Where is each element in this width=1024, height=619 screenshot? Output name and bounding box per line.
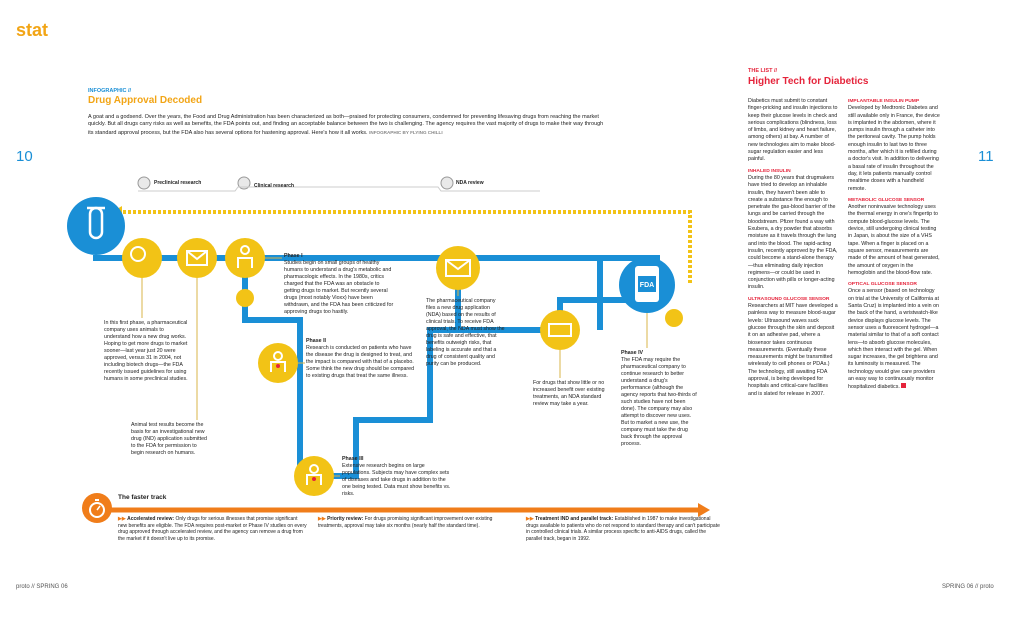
clinical-stage-icon	[237, 176, 251, 190]
list-item-head: METABOLIC GLUCOSE SENSOR	[848, 197, 925, 203]
phase4-title: Phase IV	[621, 350, 644, 356]
list-kicker: THE LIST //	[748, 68, 778, 74]
list-item-head: INHALED INSULIN	[748, 168, 791, 174]
list-item-head: ULTRASOUND GLUCOSE SENSOR	[748, 296, 830, 302]
phase2-note: Phase II Research is conducted on patien…	[306, 338, 418, 380]
list-item: INHALED INSULIN During the 80 years that …	[748, 168, 838, 292]
fda-label: FDA	[640, 282, 654, 289]
list-item-head: OPTICAL GLUCOSE SENSOR	[848, 282, 917, 288]
section-label: stat	[16, 20, 49, 40]
list-column-2: IMPLANTABLE INSULIN PUMP Developed by Med…	[848, 98, 940, 396]
ind-note: Animal test results become the basis for…	[131, 422, 207, 456]
priority-text: For drugs promising significant improvem…	[318, 516, 493, 529]
phase3-title: Phase III	[342, 456, 364, 462]
list-item-head: IMPLANTABLE INSULIN PUMP	[848, 99, 920, 104]
credit: INFOGRAPHIC BY FLYING CHILLI	[369, 129, 443, 135]
phase3-note: Phase III Extensive research begins on l…	[342, 456, 454, 498]
dotted-return-path	[118, 210, 692, 285]
priority-head: Priority review:	[327, 516, 364, 522]
preclinical-stage-icon	[137, 176, 151, 190]
faster-track-title: The faster track	[118, 494, 167, 501]
faster-priority: ▶▶ Priority review: For drugs promising …	[318, 516, 493, 529]
accelerated-head: Accelerated review:	[127, 516, 175, 522]
faster-accelerated: ▶▶ Accelerated review: Only drugs for se…	[118, 516, 307, 542]
page-number-right: 11	[978, 148, 994, 165]
list-item-text: During the 80 years that drugmakers have…	[748, 174, 838, 291]
footer-left: proto // SPRING 06	[16, 584, 68, 590]
list-item-text: Another noninvasive technology uses the …	[848, 204, 940, 276]
list-item: IMPLANTABLE INSULIN PUMP Developed by Med…	[848, 98, 940, 193]
phase1-small-person-icon	[236, 289, 254, 307]
preclinical-note: In this first phase, a pharmaceutical co…	[104, 320, 188, 382]
accelerated-text: Only drugs for serious illnesses that pr…	[118, 516, 307, 542]
list-item-text: Researchers at MIT have developed a pain…	[748, 303, 838, 397]
phase1-title: Phase I	[284, 253, 303, 259]
phase1-text: Studies begin on small groups of healthy…	[284, 260, 394, 315]
standard-review-note: For drugs that show little or no increas…	[533, 380, 605, 407]
stage-clinical: Clinical research	[254, 183, 295, 189]
list-item: ULTRASOUND GLUCOSE SENSOR Researchers at …	[748, 296, 838, 398]
faster-treatment-ind: ▶▶ Treatment IND and parallel track: Est…	[526, 516, 720, 542]
intro-text: A goat and a godsend. Over the years, th…	[88, 114, 604, 136]
animal-icon	[122, 238, 162, 278]
molecule-icon	[665, 309, 683, 327]
list-item-text: Diabetics must submit to constant finger…	[748, 98, 838, 163]
stage-preclinical: Preclinical research	[154, 180, 202, 186]
review-box-icon	[540, 310, 580, 350]
phase4-note: Phase IV The FDA may require the pharmac…	[621, 350, 697, 448]
list-item-text: Once a sensor (based on technology on tr…	[848, 288, 939, 391]
page-number-left: 10	[16, 148, 33, 165]
phase1-note: Phase I Studies begin on small groups of…	[284, 253, 394, 316]
treatment-head: Treatment IND and parallel track:	[535, 516, 614, 522]
list-item: Diabetics must submit to constant finger…	[748, 98, 838, 164]
end-mark-icon	[901, 383, 907, 389]
list-column-1: Diabetics must submit to constant finger…	[748, 98, 838, 402]
treatment-text: Established in 1987 to make investigatio…	[526, 516, 720, 542]
list-item: METABOLIC GLUCOSE SENSOR Another noninvas…	[848, 197, 940, 277]
nda-stage-icon	[440, 176, 454, 190]
infographic-intro: A goat and a godsend. Over the years, th…	[88, 114, 610, 137]
stage-nda: NDA review	[456, 180, 484, 186]
list-title: Higher Tech for Diabetics	[748, 76, 869, 87]
list-item-text: Developed by Medtronic Diabetes and stil…	[848, 105, 940, 192]
infographic-title: Drug Approval Decoded	[88, 95, 203, 106]
stopwatch-icon	[82, 493, 112, 523]
nda-note: The pharmaceutical company files a new d…	[426, 298, 505, 367]
footer-right: SPRING 06 // proto	[942, 584, 994, 590]
faster-track-arrowhead	[698, 503, 710, 517]
infographic-kicker: INFOGRAPHIC //	[88, 88, 132, 94]
phase2-title: Phase II	[306, 338, 327, 344]
phase3-text: Extensive research begins on large popul…	[342, 463, 451, 497]
phase2-text: Research is conducted on patients who ha…	[306, 345, 415, 379]
phase4-text: The FDA may require the pharmaceutical c…	[621, 357, 697, 447]
list-item: OPTICAL GLUCOSE SENSOR Once a sensor (bas…	[848, 281, 940, 391]
test-tube-icon	[67, 197, 125, 255]
